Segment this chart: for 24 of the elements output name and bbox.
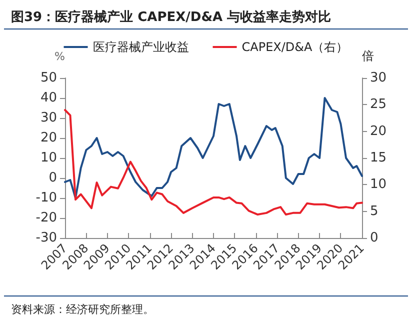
y-tick-label: 30 bbox=[40, 110, 57, 126]
y-tick-label: 10 bbox=[40, 150, 57, 166]
y2-tick-label: 25 bbox=[370, 97, 387, 112]
y2-tick-label: 15 bbox=[370, 150, 387, 166]
line-series bbox=[64, 97, 363, 199]
y-tick-label: 50 bbox=[40, 70, 57, 86]
y2-tick-label: 10 bbox=[370, 177, 387, 192]
legend-label: 医疗器械产业收益 bbox=[92, 40, 189, 54]
legend-label: CAPEX/D&A（右） bbox=[242, 40, 348, 54]
y-tick-label: 0 bbox=[48, 170, 57, 186]
y2-tick-label: 5 bbox=[370, 204, 378, 219]
y2-tick-label: 30 bbox=[370, 70, 387, 86]
y-tick-label: 20 bbox=[40, 130, 57, 146]
chart-title: 图39：医疗器械产业 CAPEX/D&A 与收益率走势对比 bbox=[11, 9, 332, 25]
y2-tick-label: 20 bbox=[370, 124, 387, 139]
y-tick-label: -20 bbox=[36, 210, 57, 226]
y2-tick-label: 0 bbox=[370, 230, 378, 246]
y-tick-label: -30 bbox=[36, 230, 57, 246]
y-tick-label: -10 bbox=[36, 190, 57, 206]
y-tick-label: 40 bbox=[40, 90, 57, 106]
line-series bbox=[64, 109, 363, 216]
y-axis-title: % bbox=[54, 50, 65, 63]
text: 资料来源：经济研究所整理。 bbox=[11, 303, 154, 316]
y2-axis-title: 倍 bbox=[362, 49, 374, 63]
